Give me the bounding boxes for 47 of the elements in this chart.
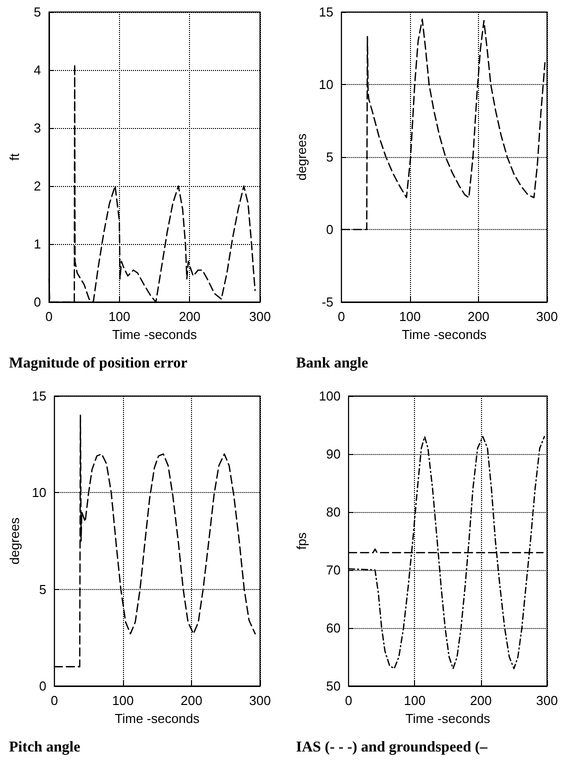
x-tick-label: 200 [468,309,490,324]
x-tick-label: 200 [180,693,202,708]
y-axis-title: degrees [294,133,309,180]
y-tick-label: 15 [318,4,334,20]
y-tick-label: 0 [326,222,334,237]
y-tick-label: -5 [322,294,334,310]
x-tick-label: 100 [399,309,421,324]
x-axis-title: Time -seconds [402,326,488,342]
y-axis-title: ft [7,153,22,161]
y-tick-label: 50 [326,678,341,694]
x-axis-title: Time -seconds [114,710,200,726]
y-axis-title: fps [294,532,309,550]
text: Pitch angle [9,740,81,756]
x-tick-label: 100 [404,693,426,708]
x-tick-label: 200 [178,309,201,324]
x-tick-label: 300 [536,693,558,708]
x-tick-label: 300 [249,693,271,708]
y-tick-label: 100 [318,388,341,404]
y-tick-label: 4 [34,62,41,78]
y-axis-title: degrees [7,517,22,564]
x-tick-label: 200 [470,693,492,708]
x-axis-title: Time -seconds [405,710,491,726]
x-tick-label: 300 [536,309,558,324]
x-tick-label: 100 [112,693,134,708]
x-tick-label: 0 [50,693,58,708]
y-tick-label: 3 [34,120,41,136]
y-tick-label: 0 [39,678,46,694]
x-axis-title: Time -seconds [112,326,198,342]
y-tick-label: 10 [32,485,46,500]
y-tick-label: 90 [326,446,341,462]
text: IAS (- - -) and groundspeed (– [296,740,488,756]
text: Magnitude of position error [9,356,188,372]
y-tick-label: 60 [326,620,341,636]
y-tick-label: 2 [34,178,41,194]
y-tick-label: 0 [34,294,41,310]
x-tick-label: 100 [108,309,130,324]
y-tick-label: 70 [326,562,341,578]
y-tick-label: 1 [34,236,41,252]
y-tick-label: 5 [34,4,41,20]
y-tick-label: 10 [318,77,334,92]
x-tick-label: 300 [249,309,271,324]
y-tick-label: 5 [326,150,334,164]
text: Bank angle [296,356,368,372]
y-tick-label: 80 [326,504,341,520]
y-tick-label: 5 [39,582,46,597]
x-tick-label: 0 [344,693,352,708]
y-tick-label: 15 [32,388,46,404]
